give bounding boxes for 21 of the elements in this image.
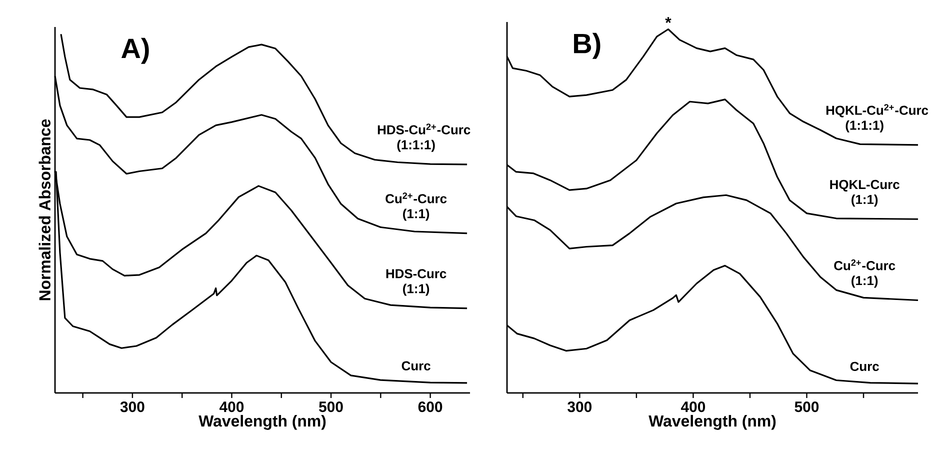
y-axis-title: Normalized Absorbance	[38, 119, 50, 300]
x-axis-title: Wavelength (nm)	[648, 414, 776, 430]
chart-title: A)	[121, 38, 149, 64]
series-label: HDS-Curc (1:1)	[386, 269, 446, 296]
series-label: HQKL-Cu$^{2+}$-Curc (1:1:1)	[826, 104, 928, 132]
x-tick-label: 400	[219, 402, 244, 412]
x-axis-title: Wavelength (nm)	[198, 414, 326, 430]
series-label: Curc	[850, 362, 879, 372]
annotation: *	[665, 17, 672, 24]
x-tick-label: 500	[319, 402, 343, 412]
x-tick-label: 500	[794, 402, 819, 412]
chart-title: B)	[574, 32, 600, 59]
x-tick-label: 300	[120, 402, 144, 412]
series-label: HDS-Cu$^{2+}$-Curc (1:1:1)	[378, 124, 470, 152]
x-tick-label: 400	[680, 402, 706, 412]
series-label: Cu$^{2+}$-Curc (1:1)	[834, 259, 896, 288]
series-label: HQKL-Curc (1:1)	[830, 180, 900, 207]
series-label: Curc	[402, 361, 430, 370]
series-label: Cu$^{2+}$-Curc (1:1)	[386, 192, 447, 221]
x-tick-label: 300	[568, 402, 592, 412]
x-tick-label: 600	[418, 402, 442, 412]
